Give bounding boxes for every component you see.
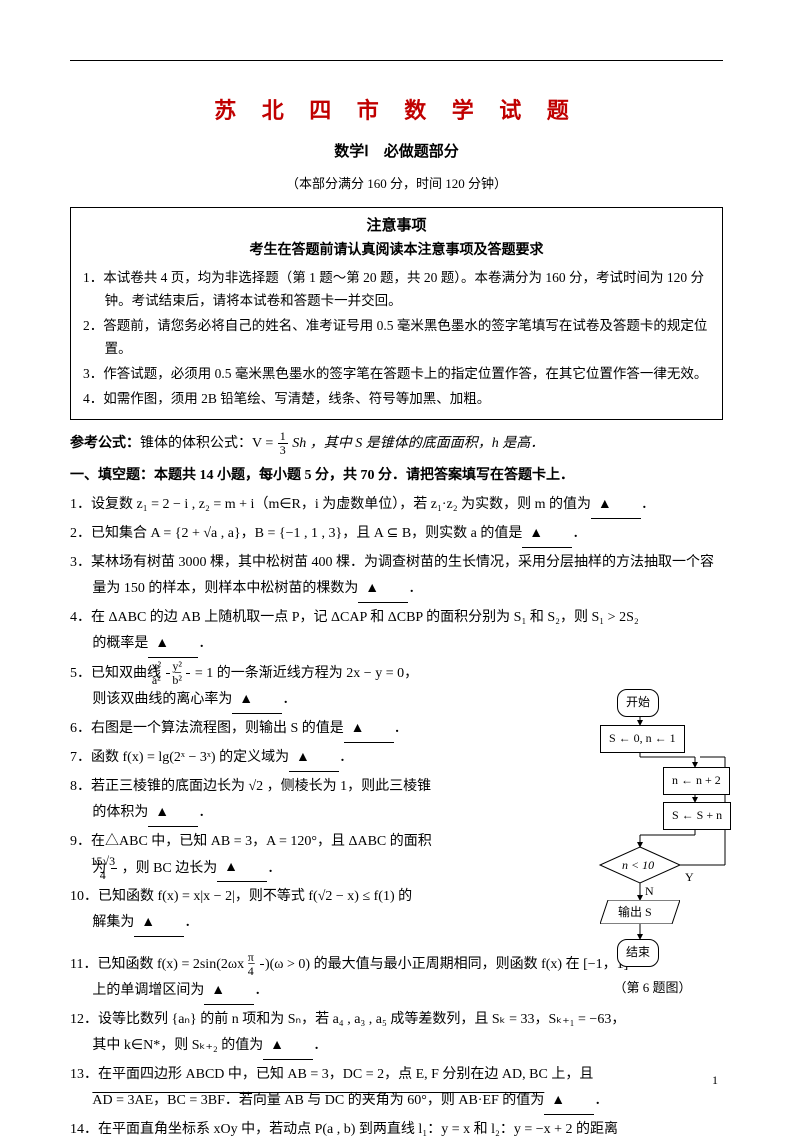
question-14: 14．在平面直角坐标系 xOy 中，若动点 P(a , b) 到两直线 l₁：y… [70,1117,723,1143]
fraction: y²b² [186,660,190,687]
answer-blank: ▲ [148,631,198,658]
page-title: 苏 北 四 市 数 学 试 题 [70,91,723,131]
question-6: 6．右图是一个算法流程图，则输出 S 的值是▲． [70,716,550,743]
notice-item: 2．答题前，请您务必将自己的姓名、准考证号用 0.5 毫米黑色墨水的签字笔填写在… [83,315,710,361]
notice-item: 3．作答试题，必须用 0.5 毫米黑色墨水的签字笔在答题卡上的指定位置作答，在其… [83,363,710,386]
question-10: 10．已知函数 f(x) = x|x − 2|，则不等式 f(√2 − x) ≤… [70,884,550,937]
answer-blank: ▲ [289,745,339,772]
formula-label: 参考公式： [70,436,140,451]
notice-box: 注意事项 考生在答题前请认真阅读本注意事项及答题要求 1．本试卷共 4 页，均为… [70,207,723,420]
question-7: 7．函数 f(x) = lg(2ˣ − 3ˣ) 的定义域为▲． [70,745,550,772]
fc-yes: Y [685,867,694,889]
top-rule [70,60,723,61]
question-13: 13．在平面四边形 ABCD 中，已知 AB = 3，DC = 2，点 E, F… [70,1062,723,1115]
fc-output: 输出 S [600,900,680,932]
answer-blank: ▲ [263,1033,313,1060]
fc-cond: n < 10 [622,855,654,877]
fc-caption: （第 6 题图） [570,976,735,999]
answer-blank: ▲ [344,716,394,743]
formula-text: Sh ，其中 S 是锥体的底面面积，h 是高． [289,436,545,451]
answer-blank: ▲ [544,1088,594,1115]
fraction: 15√34 [111,855,117,882]
fc-step: n ← n + 2 [663,767,730,795]
question-5: 5．已知双曲线 x²a² − y²b² = 1 的一条渐近线方程为 2x − y… [70,660,550,714]
fraction: 13 [278,430,288,457]
notice-item: 1．本试卷共 4 页，均为非选择题（第 1 题～第 20 题，共 20 题）。本… [83,267,710,313]
notice-item: 4．如需作图，须用 2B 铅笔绘、写清楚，线条、符号等加黑、加粗。 [83,388,710,411]
section-heading: 一、填空题：本题共 14 小题，每小题 5 分，共 70 分．请把答案填写在答题… [70,463,723,488]
exam-info: （本部分满分 160 分，时间 120 分钟） [70,172,723,195]
answer-blank: ▲ [358,576,408,603]
question-3: 3．某林场有树苗 3000 棵，其中松树苗 400 棵．为调查树苗的生长情况，采… [70,550,723,603]
question-2: 2．已知集合 A = {2 + √a , a}，B = {−1 , 1 , 3}… [70,521,723,548]
answer-blank: ▲ [217,855,267,882]
fc-start: 开始 [617,689,659,717]
question-9: 9．在△ABC 中，已知 AB = 3，A = 120°，且 ΔABC 的面积为… [70,829,550,883]
reference-formula: 参考公式：锥体的体积公式：V = 13 Sh ，其中 S 是锥体的底面面积，h … [70,430,723,457]
answer-blank: ▲ [134,910,184,937]
question-12: 12．设等比数列 {aₙ} 的前 n 项和为 Sₙ，若 a₄ , a₃ , a₅… [70,1007,723,1060]
fc-init: S ← 0, n ← 1 [600,725,685,753]
fraction: x²a² [166,660,170,687]
fc-step: S ← S + n [663,802,731,830]
notice-sub: 考生在答题前请认真阅读本注意事项及答题要求 [83,239,710,263]
answer-blank: ▲ [204,978,254,1005]
question-4: 4．在 ΔABC 的边 AB 上随机取一点 P，记 ΔCAP 和 ΔCBP 的面… [70,605,723,658]
questions-area: 1．设复数 z₁ = 2 − i , z₂ = m + i（m∈R，i 为虚数单… [70,492,723,1142]
flowchart-figure: 开始 S ← 0, n ← 1 n ← n + 2 S ← S + n n < … [570,687,735,997]
fraction: π4 [260,951,264,978]
notice-title: 注意事项 [83,214,710,240]
fc-end: 结束 [617,939,659,967]
formula-text: 锥体的体积公式：V = [140,436,277,451]
answer-blank: ▲ [148,800,198,827]
question-8: 8．若正三棱锥的底面边长为 √2 ，侧棱长为 1，则此三棱锥的体积为▲． [70,774,550,827]
question-1: 1．设复数 z₁ = 2 − i , z₂ = m + i（m∈R，i 为虚数单… [70,492,723,519]
page-subtitle: 数学Ⅰ 必做题部分 [70,139,723,166]
page-number: 1 [712,1070,718,1092]
answer-blank: ▲ [591,492,641,519]
answer-blank: ▲ [522,521,572,548]
answer-blank: ▲ [232,687,282,714]
